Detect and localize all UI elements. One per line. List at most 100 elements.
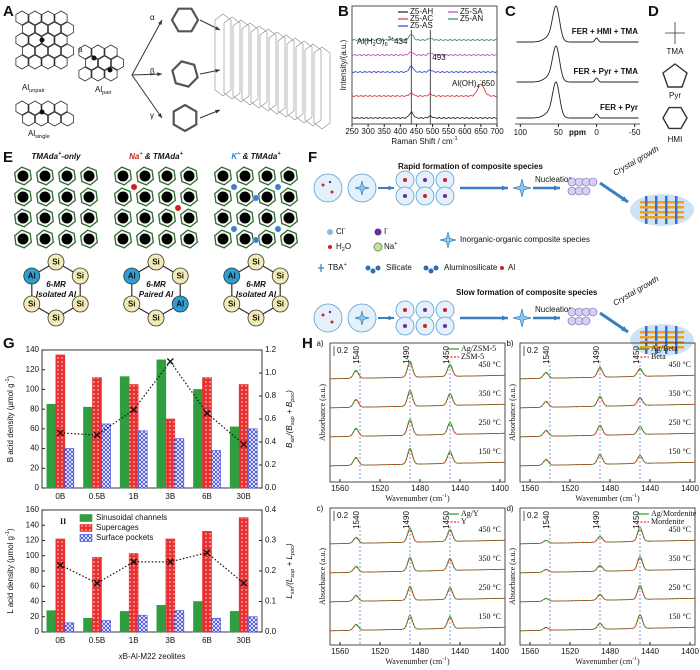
- cation-site: [61, 212, 73, 224]
- ion: [328, 310, 332, 314]
- cation-site: [261, 191, 273, 203]
- process-label: Nucleation: [535, 305, 573, 314]
- scale-label: 0.2: [527, 511, 539, 520]
- legend-label-part: -: [344, 226, 346, 232]
- decoration: [36, 187, 54, 207]
- peak-label: 1540: [352, 346, 361, 364]
- spectrum: [330, 418, 505, 438]
- decoration: [91, 44, 105, 60]
- y-axis-label-part: L acid density (μmol g: [6, 536, 15, 614]
- legend-swatch: [79, 524, 93, 532]
- decoration: [36, 229, 54, 249]
- decoration: [28, 32, 42, 48]
- decoration: [54, 32, 68, 48]
- annotation-part: 3+: [388, 36, 394, 42]
- ion: [443, 194, 447, 198]
- decoration: [111, 55, 124, 71]
- nucleus: [581, 316, 591, 326]
- atom: [123, 267, 141, 285]
- crystal-bar: [665, 196, 668, 224]
- extra-cation: [274, 183, 282, 191]
- panel-title-part: & TMAda: [143, 152, 180, 161]
- decoration: [258, 166, 276, 186]
- atom-label: Si: [128, 300, 136, 309]
- panel-label: F: [308, 149, 317, 166]
- decoration: [236, 187, 254, 207]
- y2-axis-label-part: ): [285, 390, 294, 394]
- path-label: γ: [150, 111, 154, 120]
- arrow-head: [215, 109, 220, 114]
- y-tick-label: 120: [26, 365, 40, 374]
- peak-label: 1450: [442, 511, 451, 529]
- crystal-bar: [640, 201, 684, 204]
- y2-tick-label: 0.4: [265, 505, 277, 514]
- decoration: [136, 166, 154, 186]
- spectrum: [516, 45, 639, 83]
- bar: [202, 531, 212, 633]
- cation-site: [283, 170, 295, 182]
- panel-label: H: [302, 335, 313, 352]
- al-atom: [91, 55, 97, 61]
- x-tick-label: 1400: [681, 647, 699, 656]
- x-tick-label: 600: [458, 127, 472, 136]
- bar: [247, 428, 258, 489]
- spectrum: [351, 110, 498, 120]
- composite-star: [354, 310, 370, 326]
- x-axis-label-part: -1: [442, 493, 447, 499]
- process-label: Nucleation: [535, 175, 573, 184]
- cation-site: [239, 170, 251, 182]
- temperature-label: 450 °C: [478, 525, 501, 534]
- x-tick-label: 30B: [237, 492, 251, 501]
- peak-label: 1450: [632, 511, 641, 529]
- cation-site: [239, 233, 251, 245]
- x-axis-label-part: -1: [442, 656, 447, 662]
- legend-label: Ag/Y: [461, 509, 479, 518]
- x-tick-label: 3B: [165, 492, 175, 501]
- y2-axis-label-part: ): [285, 543, 294, 547]
- decoration: [48, 21, 61, 37]
- spectrum: [330, 529, 505, 545]
- peak-label: 1490: [402, 346, 411, 364]
- annotation-part: O): [376, 37, 385, 46]
- extra-cation: [252, 194, 260, 202]
- decoration: [104, 66, 118, 82]
- ring-caption: Isolated Al: [236, 290, 277, 299]
- crystal-bar: [640, 341, 684, 344]
- decoration: [214, 229, 232, 249]
- x-axis-label: xB-Al-M22 zeolites: [118, 652, 186, 661]
- site-label: Alunpair: [22, 83, 45, 94]
- arrow-head: [215, 26, 220, 30]
- y2-axis-label-part: + L: [285, 555, 294, 569]
- ion: [443, 308, 447, 312]
- decoration: [131, 19, 163, 76]
- decoration: [58, 208, 76, 228]
- annotation-part: 2: [373, 42, 376, 48]
- x-tick-label: 0.5B: [89, 492, 105, 501]
- site-label: Alpair: [95, 85, 112, 96]
- legend-label-part: 2: [342, 247, 345, 253]
- x-tick-label: 0: [594, 128, 599, 137]
- crystal-bar: [640, 331, 684, 334]
- ion: [423, 308, 427, 312]
- decoration: [136, 229, 154, 249]
- annotation-part: -: [480, 78, 482, 84]
- atom-label: Si: [76, 272, 84, 281]
- bar: [211, 617, 221, 633]
- decoration: [158, 208, 176, 228]
- atom-label: Si: [76, 300, 84, 309]
- cation-site: [83, 191, 95, 203]
- crystal-bar: [675, 196, 678, 224]
- cation-site: [139, 170, 151, 182]
- decoration: [80, 187, 98, 207]
- decoration: [54, 100, 68, 116]
- x-axis-label-part: -1: [632, 493, 637, 499]
- plot-frame: [519, 342, 696, 483]
- ion: [403, 178, 407, 182]
- x-tick-label: 1440: [451, 647, 469, 656]
- trace-label: FER + HMI + TMA: [572, 27, 638, 36]
- extra-cation: [230, 183, 238, 191]
- temperature-label: 350 °C: [478, 554, 501, 563]
- decoration: [61, 21, 74, 37]
- atom: [147, 253, 165, 271]
